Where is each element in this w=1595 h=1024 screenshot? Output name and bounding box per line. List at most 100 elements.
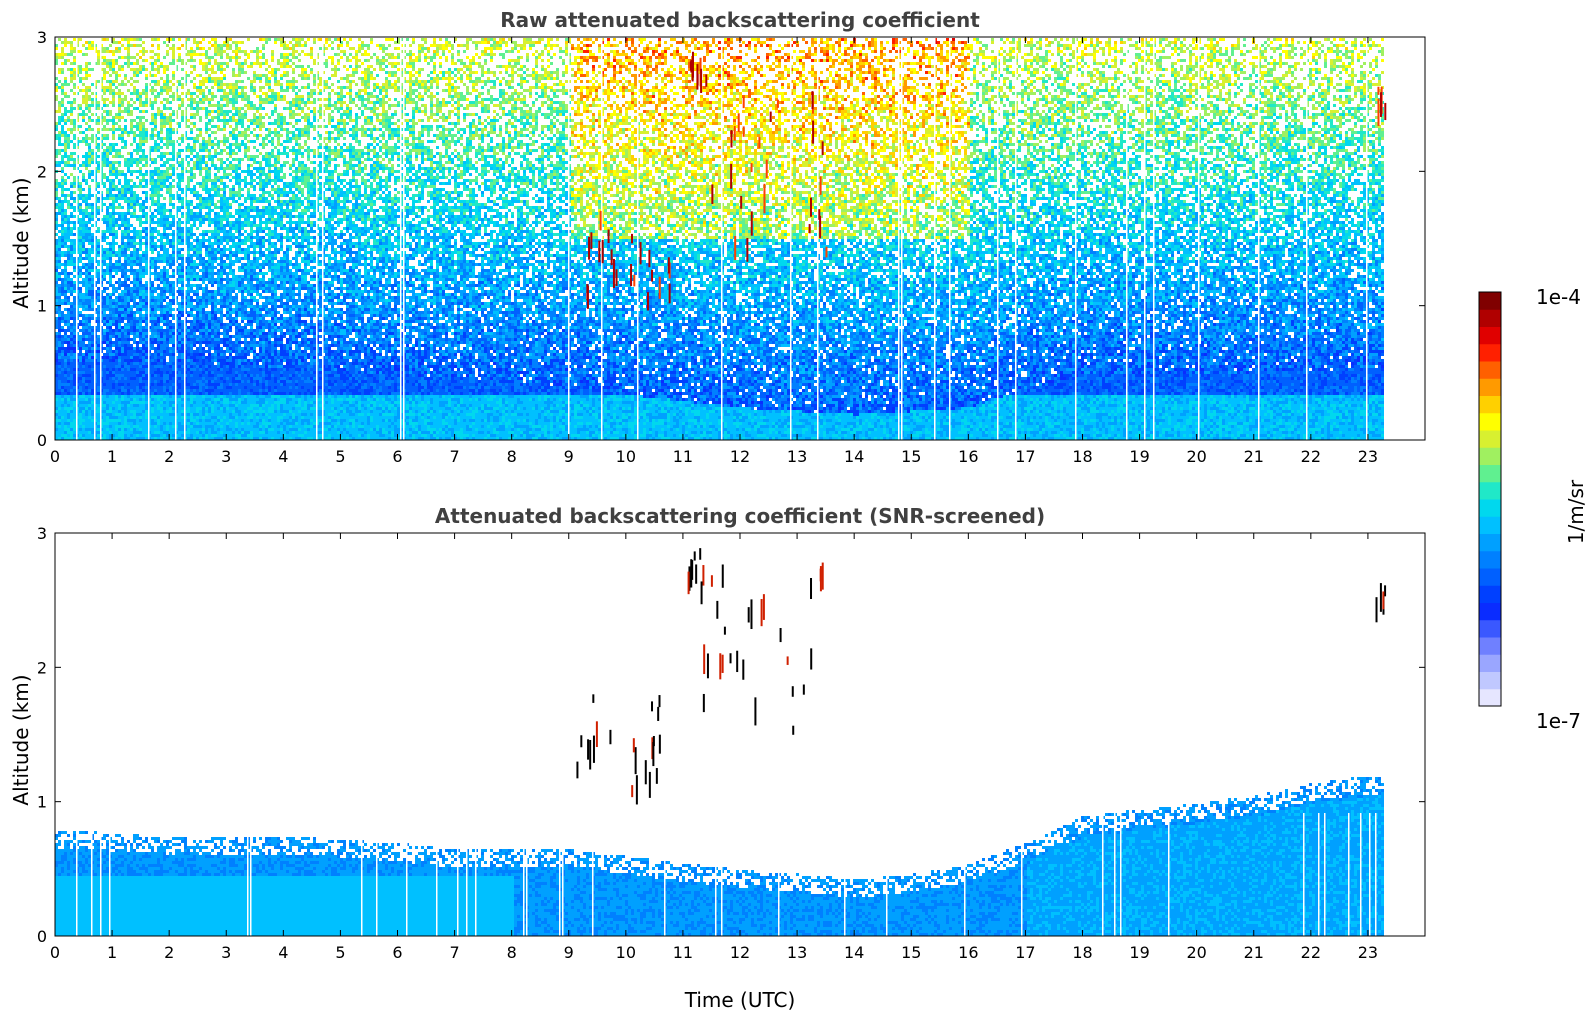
raw-cell: [67, 359, 70, 362]
raw-cell: [61, 239, 64, 242]
raw-cell: [73, 299, 76, 302]
raw-cell: [61, 251, 64, 254]
raw-cell: [61, 377, 64, 380]
raw-cell: [61, 206, 64, 209]
raw-cell: [67, 146, 70, 149]
raw-cell: [64, 431, 67, 434]
raw-cell: [61, 191, 64, 194]
raw-cell: [58, 272, 61, 275]
raw-cell: [73, 392, 76, 395]
raw-cell: [70, 425, 73, 428]
raw-cell: [64, 377, 67, 380]
raw-cell: [64, 329, 67, 332]
raw-cell: [73, 215, 76, 218]
raw-cell: [73, 404, 76, 407]
raw-cell: [64, 407, 67, 410]
raw-cell: [58, 350, 61, 353]
raw-cell: [70, 434, 73, 437]
raw-cell: [58, 206, 61, 209]
raw-cell: [64, 230, 67, 233]
raw-cell: [58, 353, 61, 356]
raw-cell: [67, 377, 70, 380]
raw-cell: [67, 380, 70, 383]
raw-cell: [64, 416, 67, 419]
raw-cell: [64, 164, 67, 167]
raw-cell: [58, 392, 61, 395]
raw-cell: [70, 383, 73, 386]
raw-cell: [73, 134, 76, 137]
raw-cell: [61, 311, 64, 314]
raw-cell: [61, 383, 64, 386]
raw-cell: [67, 317, 70, 320]
raw-cell: [67, 278, 70, 281]
raw-cell: [73, 317, 76, 320]
raw-cell: [70, 128, 73, 131]
raw-cell: [58, 275, 61, 278]
raw-cell: [70, 389, 73, 392]
raw-cell: [73, 107, 76, 110]
raw-cell: [61, 128, 64, 131]
raw-cell: [70, 317, 73, 320]
raw-cell: [64, 95, 67, 98]
raw-cell: [58, 359, 61, 362]
raw-cell: [67, 257, 70, 260]
raw-cell: [70, 47, 73, 50]
raw-cell: [64, 194, 67, 197]
raw-cell: [64, 314, 67, 317]
raw-cell: [61, 113, 64, 116]
raw-cell: [70, 287, 73, 290]
raw-cell: [67, 368, 70, 371]
raw-cell: [61, 71, 64, 74]
raw-cell: [73, 428, 76, 431]
raw-cell: [61, 272, 64, 275]
raw-cell: [61, 428, 64, 431]
raw-cell: [70, 185, 73, 188]
raw-cell: [58, 101, 61, 104]
raw-cell: [61, 221, 64, 224]
raw-cell: [61, 278, 64, 281]
raw-cell: [61, 242, 64, 245]
raw-cell: [70, 230, 73, 233]
raw-cell: [67, 203, 70, 206]
raw-cell: [73, 197, 76, 200]
raw-cell: [70, 398, 73, 401]
raw-cell: [64, 155, 67, 158]
raw-cell: [67, 83, 70, 86]
raw-cell: [70, 140, 73, 143]
raw-cell: [73, 185, 76, 188]
raw-cell: [61, 245, 64, 248]
raw-cell: [58, 224, 61, 227]
raw-cell: [67, 188, 70, 191]
raw-cell: [67, 254, 70, 257]
raw-cell: [73, 320, 76, 323]
raw-cell: [61, 320, 64, 323]
raw-cell: [64, 197, 67, 200]
raw-cell: [61, 407, 64, 410]
raw-cell: [70, 377, 73, 380]
raw-cell: [70, 311, 73, 314]
raw-cell: [61, 236, 64, 239]
raw-cell: [64, 284, 67, 287]
raw-cell: [70, 113, 73, 116]
raw-cell: [64, 371, 67, 374]
raw-cell: [64, 386, 67, 389]
raw-cell: [70, 215, 73, 218]
raw-cell: [70, 284, 73, 287]
raw-cell: [70, 173, 73, 176]
raw-cell: [64, 200, 67, 203]
raw-cell: [64, 122, 67, 125]
raw-cell: [58, 299, 61, 302]
raw-cell: [58, 149, 61, 152]
raw-cell: [67, 143, 70, 146]
raw-cell: [58, 152, 61, 155]
raw-cell: [70, 362, 73, 365]
raw-cell: [73, 257, 76, 260]
raw-cell: [64, 350, 67, 353]
raw-cell: [70, 305, 73, 308]
raw-cell: [58, 197, 61, 200]
raw-cell: [58, 377, 61, 380]
raw-cell: [58, 104, 61, 107]
raw-cell: [64, 410, 67, 413]
raw-cell: [73, 137, 76, 140]
raw-cell: [61, 68, 64, 71]
